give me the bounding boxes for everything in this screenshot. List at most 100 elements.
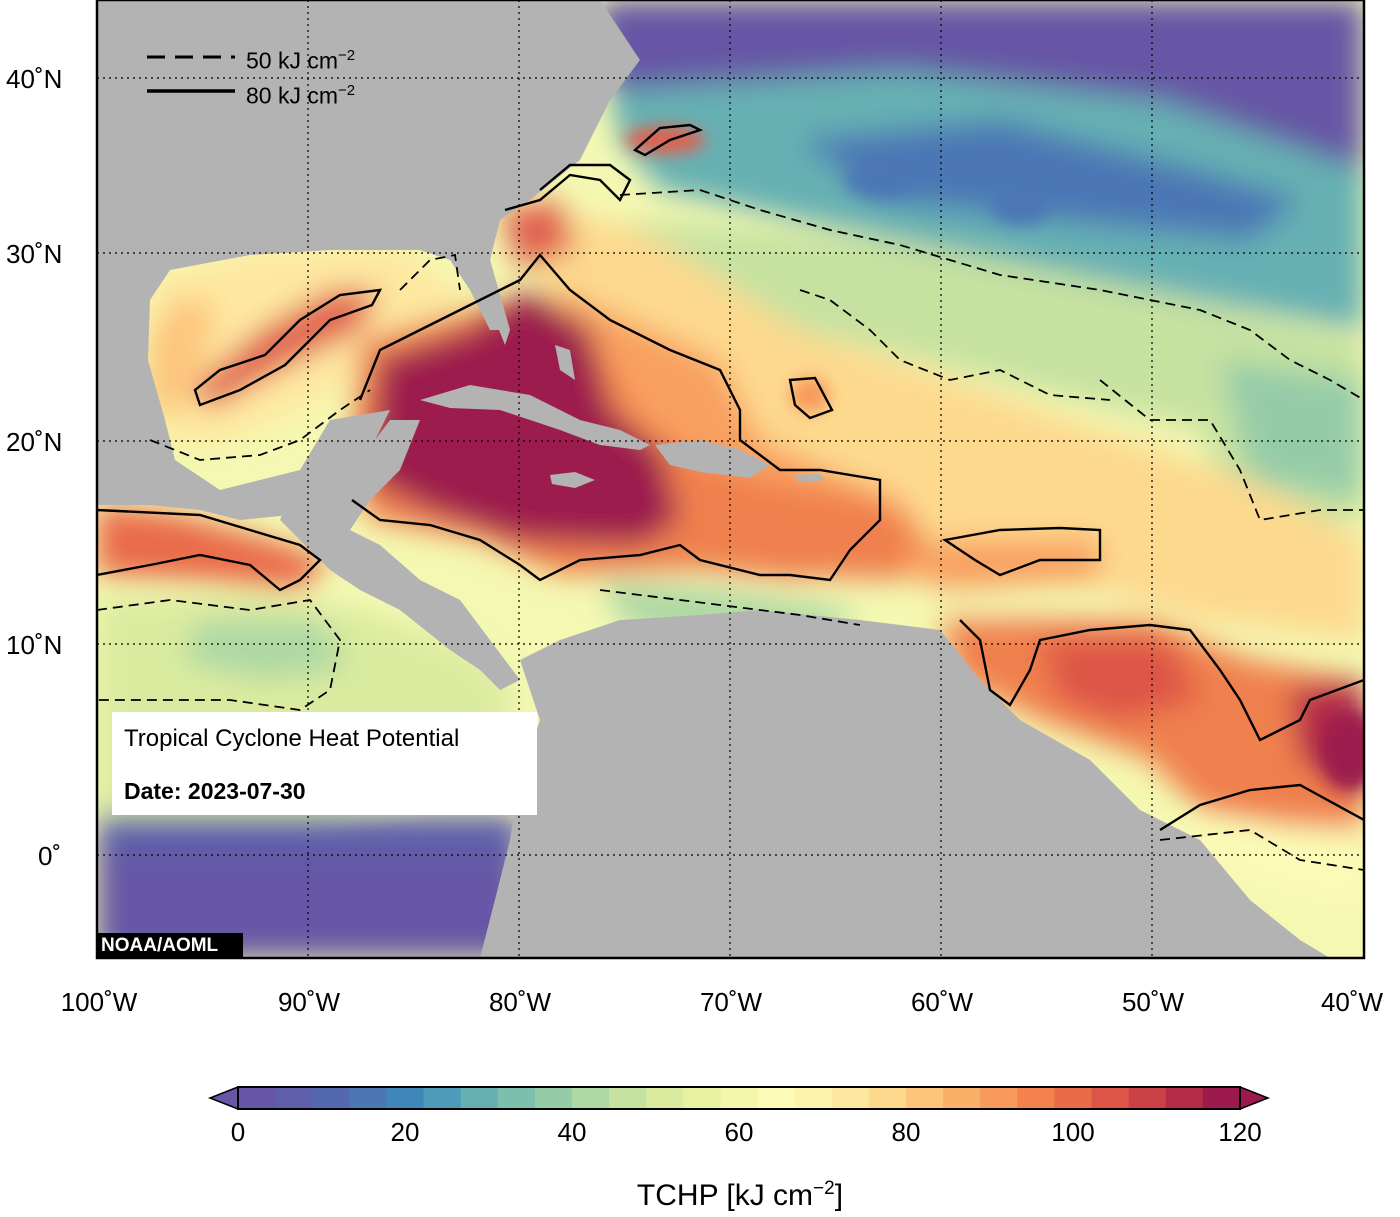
- colorbar-segments: [238, 1087, 1241, 1109]
- contour-80-nbc-south: [1159, 783, 1364, 832]
- legend-dashed-label: 50 kJ cm−2: [246, 47, 356, 74]
- lon-label-40w: 40˚W: [1320, 987, 1384, 1017]
- land-cuba: [420, 385, 650, 450]
- colorbar-title: TCHP [kJ cm−2]: [636, 1178, 844, 1212]
- lon-label-50w: 50˚W: [1121, 987, 1185, 1017]
- contour-80-nbc: [959, 619, 1364, 742]
- colorbar-segment: [943, 1087, 981, 1109]
- map-frame-content: [97, 0, 1364, 958]
- lon-label-100w: 100˚W: [60, 987, 138, 1017]
- lat-label-10n: 10˚N: [6, 630, 63, 660]
- contour-80-sargasso-eddy: [788, 376, 834, 420]
- tchp-blue-eddy-2: [845, 162, 915, 198]
- colorbar-segment: [1054, 1087, 1093, 1109]
- colorbar-segment: [609, 1087, 647, 1109]
- colorbar-segment: [238, 1087, 276, 1109]
- colorbar-segment: [906, 1087, 944, 1109]
- colorbar-segment: [720, 1087, 759, 1109]
- land-hispaniola: [655, 440, 770, 478]
- colorbar-segment: [423, 1087, 462, 1109]
- tchp-lesser-antilles: [680, 500, 920, 580]
- colorbar-frame: [237, 1086, 1241, 1110]
- colorbar-tick-60: 60: [724, 1117, 754, 1147]
- tchp-pacific-green: [180, 620, 350, 680]
- colorbar-right-arrow: [1239, 1085, 1271, 1111]
- colorbar-left-arrow: [207, 1085, 239, 1111]
- colorbar-segment: [534, 1087, 573, 1109]
- lat-label-0: 0˚: [38, 841, 62, 871]
- tchp-pacific-blue-band: [97, 815, 520, 860]
- lon-label-70w: 70˚W: [699, 987, 763, 1017]
- colorbar-tick-120: 120: [1218, 1117, 1262, 1147]
- contour-50-south: [1159, 829, 1364, 871]
- contour-50-venezuela: [599, 589, 861, 626]
- tchp-blue-eddy: [990, 185, 1050, 225]
- contour-50-pacific: [97, 599, 341, 711]
- land-south-america: [480, 610, 1330, 958]
- tchp-orange-sargasso: [560, 290, 1100, 590]
- contour-80-atlantic-band: [941, 526, 1102, 577]
- contour-80-gulf-loop: [193, 288, 383, 407]
- contour-80-pacific: [97, 508, 322, 592]
- tchp-gulfstream-blob: [625, 126, 705, 154]
- colorbar-segment: [349, 1087, 388, 1109]
- credit-label: NOAA/AOML: [97, 933, 243, 958]
- colorbar-segment: [1017, 1087, 1056, 1109]
- info-box: Tropical Cyclone Heat Potential Date: 20…: [112, 712, 537, 815]
- map-title: Tropical Cyclone Heat Potential: [124, 725, 460, 752]
- colorbar-segment: [646, 1087, 684, 1109]
- colorbar-segment: [497, 1087, 536, 1109]
- colorbar-segment: [386, 1087, 425, 1109]
- colorbar-segment: [757, 1087, 796, 1109]
- contour-80-gulfstream: [632, 123, 704, 157]
- contour-80-florida: [504, 163, 632, 212]
- colorbar-tick-40: 40: [557, 1117, 587, 1147]
- lat-label-30n: 30˚N: [6, 239, 63, 269]
- colorbar-segment: [868, 1087, 907, 1109]
- land-central-america: [280, 420, 520, 690]
- tchp-gulf-west: [148, 300, 215, 420]
- land-north-america: [97, 0, 640, 530]
- colorbar-segment: [831, 1087, 870, 1109]
- colorbar-segment: [460, 1087, 499, 1109]
- land-jamaica: [550, 472, 595, 488]
- contour-50-gulf-north: [399, 253, 461, 291]
- land-florida: [480, 260, 510, 345]
- lat-label-20n: 20˚N: [6, 427, 63, 457]
- tchp-teal-east: [1220, 360, 1364, 500]
- map-date: Date: 2023-07-30: [124, 778, 306, 804]
- contour-80: [97, 123, 1364, 832]
- contour-80-caribbean: [351, 253, 882, 582]
- colorbar-segment: [1202, 1087, 1241, 1109]
- tchp-atlantic-south: [1160, 820, 1364, 910]
- contour-50-gulf: [149, 389, 371, 461]
- land-puerto-rico: [795, 474, 825, 482]
- lat-label-40n: 40˚N: [6, 64, 63, 94]
- tchp-blue-patches: [800, 120, 1300, 240]
- lon-label-80w: 80˚W: [488, 987, 552, 1017]
- contour-50-sargasso: [799, 289, 1111, 401]
- colorbar-segment: [683, 1087, 722, 1109]
- colorbar-segment: [572, 1087, 610, 1109]
- land-bahamas: [555, 345, 575, 380]
- tchp-nbc: [940, 620, 1364, 840]
- colorbar-segment: [1128, 1087, 1167, 1109]
- colorbar-segment: [312, 1087, 350, 1109]
- contour-50-east: [1099, 379, 1364, 522]
- colorbar-segment: [980, 1087, 1018, 1109]
- map-frame: [95, 0, 1366, 960]
- tchp-pacific-warm: [97, 505, 330, 590]
- colorbar-segment: [1165, 1087, 1204, 1109]
- contour-50-north: [619, 189, 1364, 401]
- colorbar-tick-0: 0: [230, 1117, 246, 1147]
- colorbar-segment: [1091, 1087, 1130, 1109]
- tchp-east-hot: [1320, 710, 1364, 790]
- colorbar: [207, 1085, 1271, 1111]
- colorbar-tick-100: 100: [1051, 1117, 1095, 1147]
- tchp-field: [97, 0, 1364, 958]
- lon-label-60w: 60˚W: [910, 987, 974, 1017]
- land: [97, 0, 1330, 958]
- tchp-nbc-core: [1040, 640, 1200, 720]
- colorbar-segment: [794, 1087, 833, 1109]
